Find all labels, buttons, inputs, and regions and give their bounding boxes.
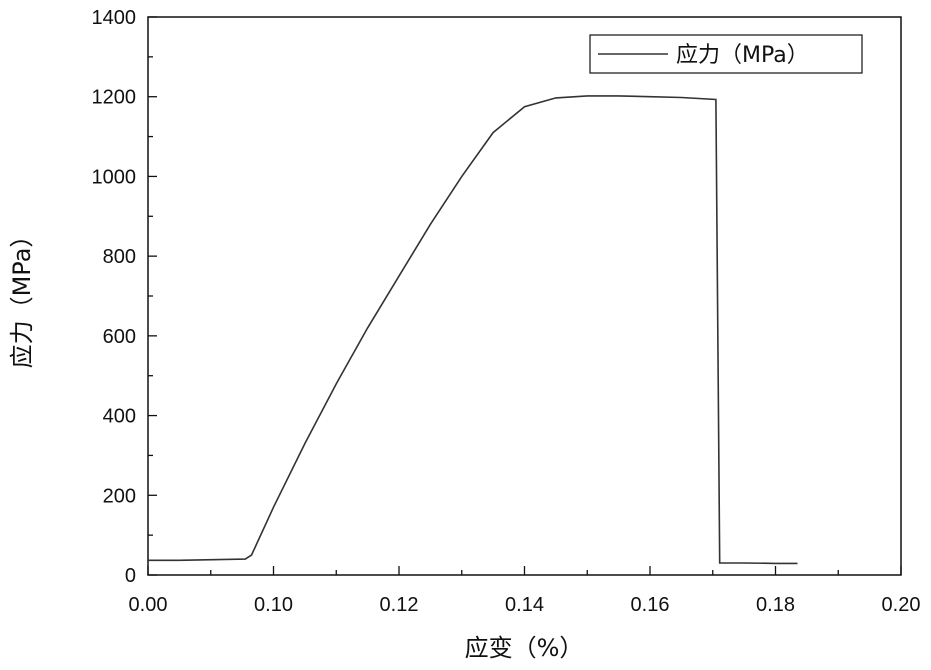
y-tick-labels: 0 200 400 600 800 1000 1200 1400 <box>92 7 137 587</box>
y-tick-label: 1000 <box>92 166 137 188</box>
y-tick-label: 0 <box>125 565 136 587</box>
x-tick-label: 0.16 <box>631 594 670 616</box>
x-tick-label: 0.20 <box>882 594 921 616</box>
y-tick-label: 600 <box>103 326 136 348</box>
x-tick-label: 0.10 <box>254 594 293 616</box>
y-tick-label: 800 <box>103 246 136 268</box>
x-tick-label: 0.14 <box>505 594 544 616</box>
y-tick-label: 400 <box>103 406 136 428</box>
y-tick-label: 1200 <box>92 87 137 109</box>
y-tick-label: 1400 <box>92 7 137 29</box>
y-tick-label: 200 <box>103 485 136 507</box>
y-axis-title: 应力（MPa） <box>8 224 36 369</box>
x-tick-labels: 0.00 0.10 0.12 0.14 0.16 0.18 0.20 <box>129 594 921 616</box>
x-tick-label: 0.00 <box>129 594 168 616</box>
x-tick-label: 0.12 <box>380 594 419 616</box>
plot-area <box>148 17 901 575</box>
legend-label: 应力（MPa） <box>676 43 809 68</box>
x-axis-title: 应变（%） <box>465 634 584 662</box>
x-tick-label: 0.18 <box>756 594 795 616</box>
legend: 应力（MPa） <box>590 35 862 73</box>
